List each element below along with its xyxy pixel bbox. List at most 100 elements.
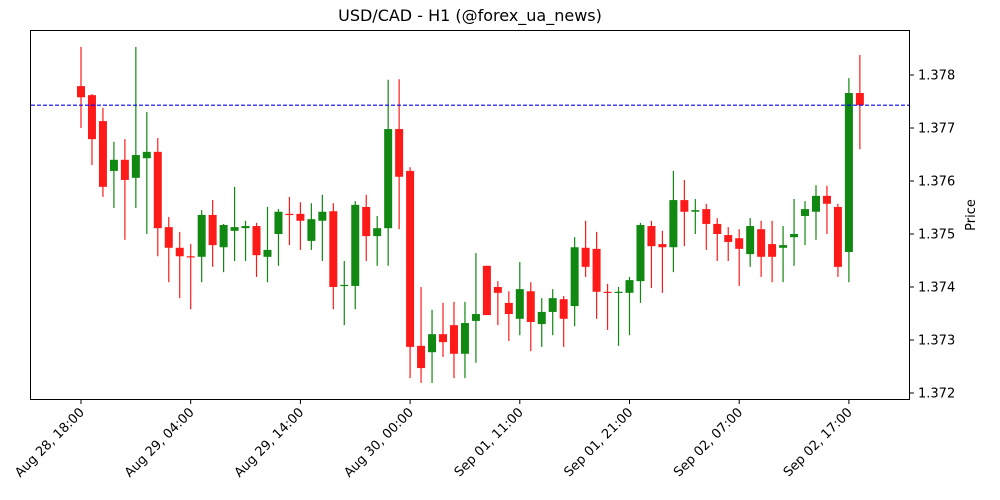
candle-body: [570, 247, 579, 307]
candle: [669, 170, 678, 273]
candle: [164, 217, 173, 283]
candle: [757, 220, 766, 277]
candle-body: [186, 256, 195, 258]
candle-body: [724, 235, 733, 242]
candle: [592, 231, 601, 319]
candle-body: [373, 228, 382, 237]
candle: [647, 220, 656, 289]
candle-body: [504, 302, 513, 315]
candle-body: [768, 244, 777, 257]
candle: [735, 229, 744, 286]
candle-body: [153, 151, 162, 229]
x-tick-label: Aug 29, 04:00: [122, 405, 198, 481]
candle: [307, 203, 316, 250]
candle: [680, 179, 689, 247]
y-tick-label: 1.376: [918, 175, 955, 190]
candle: [175, 231, 184, 299]
candle: [351, 201, 360, 310]
candle-body: [384, 129, 393, 229]
candle-body: [219, 224, 228, 248]
candle: [822, 185, 831, 234]
candle-body: [142, 151, 151, 159]
candle-body: [164, 227, 173, 248]
candle: [219, 223, 228, 273]
candle: [526, 282, 535, 352]
candle-body: [98, 121, 107, 187]
candle: [109, 141, 118, 209]
candle: [801, 201, 810, 246]
candle: [515, 262, 524, 336]
candle-body: [559, 299, 568, 319]
candle-body: [131, 155, 140, 178]
y-tick-label: 1.374: [918, 281, 955, 296]
candle-body: [581, 247, 590, 267]
x-tick-label: Aug 30, 00:00: [341, 405, 417, 481]
candle: [142, 112, 151, 234]
candle: [559, 296, 568, 347]
candle-body: [779, 245, 788, 248]
candle: [395, 79, 404, 230]
candle-body: [691, 210, 700, 212]
candle-body: [647, 226, 656, 247]
candle: [702, 203, 711, 250]
candle: [614, 287, 623, 346]
x-tick-label: Aug 28, 18:00: [12, 405, 88, 481]
candle-body: [713, 223, 722, 234]
candle-body: [625, 280, 634, 293]
candle-body: [340, 284, 349, 287]
candle-body: [471, 314, 480, 321]
candle: [658, 230, 667, 293]
y-tick-label: 1.373: [918, 334, 955, 349]
candle-body: [603, 291, 612, 293]
candle: [570, 237, 579, 327]
candle: [844, 78, 853, 283]
candle-body: [746, 226, 755, 255]
candle: [252, 222, 261, 277]
candle-body: [833, 206, 842, 267]
candle: [197, 210, 206, 283]
candle-body: [175, 247, 184, 257]
candle: [790, 199, 799, 266]
y-axis-label: Price: [964, 199, 979, 231]
candle: [537, 298, 546, 347]
candle: [713, 218, 722, 262]
candle-body: [515, 289, 524, 319]
candle: [120, 139, 129, 240]
candle-body: [526, 291, 535, 322]
candle-body: [811, 195, 820, 212]
y-tick-label: 1.372: [918, 387, 955, 402]
candles-layer: [77, 46, 864, 383]
y-tick-label: 1.375: [918, 228, 955, 243]
candle: [87, 94, 96, 166]
candle-body: [844, 93, 853, 253]
candle-body: [757, 229, 766, 257]
x-axis: Aug 28, 18:00 Aug 29, 04:00 Aug 29, 14:00 A…: [12, 400, 856, 481]
candle: [417, 287, 426, 383]
candle-body: [592, 248, 601, 292]
candle: [131, 46, 140, 209]
x-tick-label: Aug 29, 14:00: [232, 405, 308, 481]
candle-body: [702, 209, 711, 224]
candle: [285, 196, 294, 246]
candle-body: [274, 211, 283, 234]
chart-title: USD/CAD - H1 (@forex_ua_news): [338, 6, 602, 25]
y-tick-label: 1.377: [918, 122, 955, 137]
candle-body: [548, 298, 557, 312]
candle: [548, 289, 557, 336]
y-axis: 1.372 1.373 1.374 1.375 1.376 1.377 1.378: [910, 69, 955, 402]
candle-body: [120, 159, 129, 180]
candle-body: [307, 219, 316, 241]
candle: [153, 138, 162, 257]
candle: [406, 167, 415, 379]
candle-body: [669, 200, 678, 248]
candle-body: [197, 214, 206, 257]
candle-body: [493, 287, 502, 293]
candle-body: [855, 93, 864, 106]
candle-body: [801, 209, 810, 216]
candle: [263, 206, 272, 283]
candle: [504, 291, 513, 342]
x-tick-label: Sep 02, 07:00: [671, 405, 746, 480]
candle-body: [680, 200, 689, 212]
candle: [296, 202, 305, 250]
